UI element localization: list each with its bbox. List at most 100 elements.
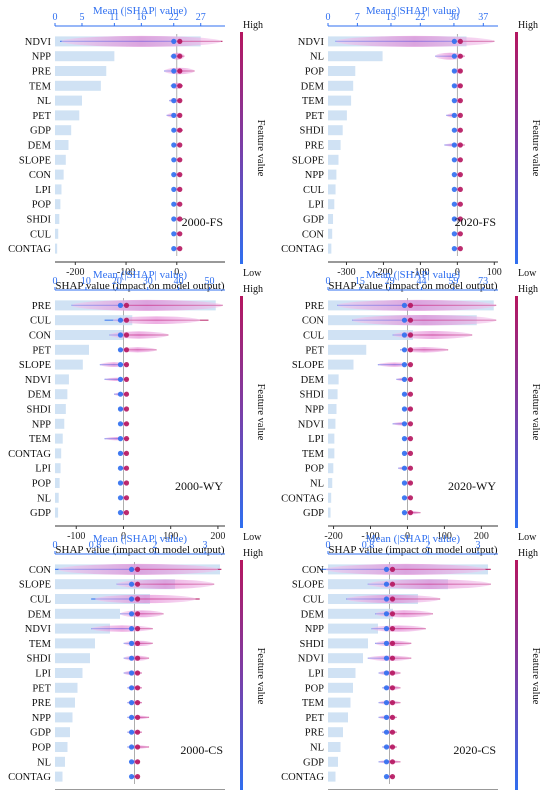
feature-label: SHDI [26,654,51,665]
mean-shap-bar [55,742,68,752]
feature-label: CUL [30,229,51,240]
colorbar [240,296,243,528]
mean-axis-title: Mean (|SHAP| value) [366,5,461,17]
shap-point-high [177,231,183,237]
feature-label: PET [32,345,51,356]
shap-point-low [128,596,135,602]
shap-point-high [389,759,396,765]
colorbar-title: Feature value [255,384,266,441]
shap-point-high [123,362,130,368]
feature-label: NL [310,743,324,754]
shap-tick-label: -100 [361,531,379,542]
mean-shap-bar [55,463,61,474]
shap-tick-label: 200 [474,531,489,542]
shap-violin [378,700,401,705]
mean-tick-label: 0 [53,12,58,23]
mean-shap-bar [328,125,343,136]
shap-point-high [407,465,414,471]
shap-point-low [171,112,177,118]
mean-shap-bar [328,184,336,195]
shap-point-high [457,83,463,89]
feature-label: POP [305,464,324,475]
mean-shap-bar [328,623,378,634]
feature-label: POP [305,67,324,78]
shap-violin [367,655,412,661]
feature-label: PET [32,683,51,694]
shap-point-high [407,436,414,442]
feature-label: PRE [32,698,51,709]
feature-label: CUL [30,316,51,327]
shap-violin [104,437,130,441]
shap-point-high [457,186,463,192]
mean-shap-bar [55,228,59,239]
shap-point-low [383,700,390,706]
feature-label: PET [305,345,324,356]
shap-point-high [134,640,141,647]
mean-shap-bar [55,95,82,106]
shap-point-low [117,302,124,308]
shap-point-low [401,317,408,323]
panel-2020-wy: Mean (|SHAP| value)0 15 29 44 59 73PRECONCULP… [281,269,541,556]
feature-label: POP [305,683,324,694]
colorbar-title: Feature value [530,120,541,177]
feature-label: PRE [32,301,51,312]
mean-shap-bar [328,404,337,414]
shap-point-low [128,566,135,573]
shap-tick-label: -200 [66,267,84,278]
mean-tick-label: 0.8 [89,540,102,551]
colorbar [515,296,518,528]
mean-shap-bar [328,653,363,664]
mean-shap-bar [328,478,333,488]
mean-shap-bar [328,214,334,224]
feature-label: NL [37,757,51,768]
shap-point-high [177,246,183,252]
feature-label: LPI [35,669,51,680]
shap-point-high [123,302,130,308]
shap-point-low [383,714,390,721]
shap-point-high [457,53,463,59]
feature-label: TEM [29,81,52,92]
colorbar [240,32,243,264]
shap-point-low [128,700,135,706]
mean-tick-label: 50 [205,276,215,287]
shap-point-high [123,406,130,412]
shap-point-high [123,495,130,501]
mean-shap-bar [328,742,341,752]
shap-violin [378,670,401,676]
colorbar-title: Feature value [255,648,266,705]
shap-point-low [451,127,457,133]
shap-point-high [407,376,414,382]
mean-shap-bar [328,228,333,239]
shap-point-low [383,626,390,632]
feature-label: SLOPE [19,155,51,166]
feature-label: NL [37,96,51,107]
mean-shap-bar [328,756,338,767]
panel-label: 2020-FS [455,215,496,229]
mean-shap-bar [328,374,339,385]
feature-label: DEM [28,141,52,152]
shap-axis-title: SHAP value (impact on model output) [55,544,224,556]
shap-point-low [171,186,177,192]
shap-point-high [457,172,463,178]
shap-point-low [128,744,135,750]
mean-shap-bar [55,80,101,91]
colorbar-high-label: High [518,548,538,559]
shap-point-low [128,670,135,676]
mean-shap-bar [55,668,83,678]
shap-violin [112,316,201,325]
feature-label: NPP [32,419,51,430]
shap-tick-label: 100 [437,531,452,542]
mean-tick-label: 30 [449,12,459,23]
shap-violin [91,625,153,632]
shap-point-low [401,495,408,501]
panel-label: 2020-WY [448,479,496,493]
feature-label: SHDI [26,405,51,416]
panel-2020-fs: Mean (|SHAP| value)0 7 15 22 30 37NDVINLPOPDE… [281,5,541,292]
mean-tick-label: 0.8 [362,540,375,551]
mean-shap-bar [55,507,59,518]
feature-label: CUL [303,595,324,606]
shap-point-low [128,759,135,765]
feature-label: GDP [30,728,51,739]
feature-label: CON [29,170,52,181]
